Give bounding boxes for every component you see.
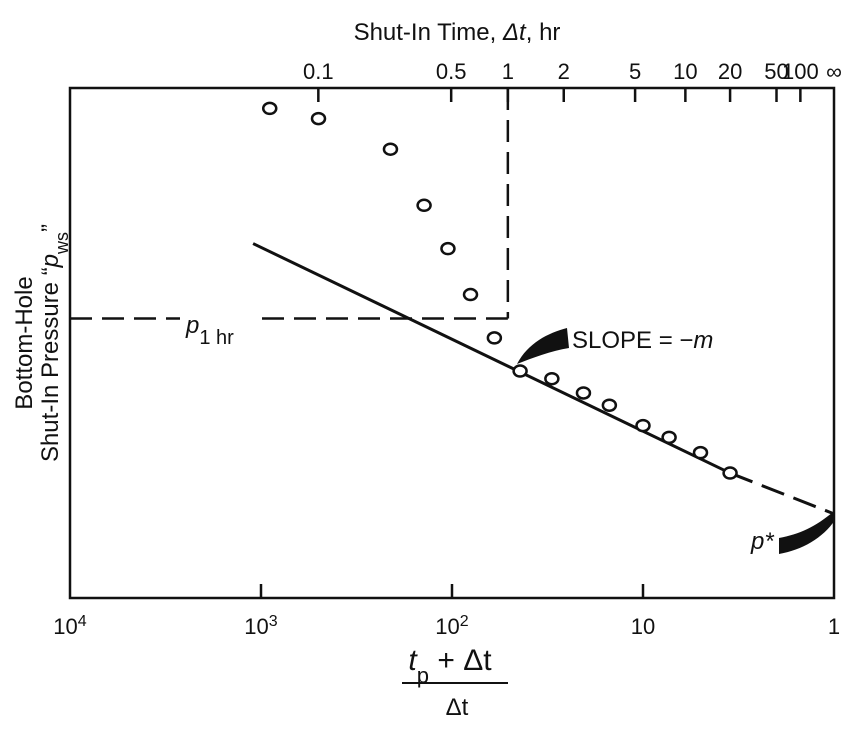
bottom-tick-label: 10 [631,614,655,639]
data-point [575,386,592,400]
data-point [661,430,677,445]
y-axis-title: Bottom-Hole Shut-In Pressure “pws” [11,224,72,462]
top-tick-label: 50 [764,59,788,84]
bottom-tick-label: 104 [53,613,86,640]
top-tick-label: 10 [673,59,697,84]
data-point [512,364,528,378]
p1hr-label: p1 hr [185,312,234,349]
semilog-straight-line [252,242,731,475]
svg-text:Δt: Δt [446,694,469,721]
data-point [486,331,503,345]
top-axis-title: Shut-In Time, Δt, hr [354,19,561,46]
bottom-tick-label: 103 [244,613,277,640]
plot-frame [68,86,836,600]
slope-pointer [517,328,569,364]
top-tick-label: 1 [502,59,514,84]
data-point [310,111,327,126]
data-point [382,142,399,156]
pstar-pointer [779,512,835,554]
svg-text:Shut-In Pressure “pws”: Shut-In Pressure “pws” [37,224,72,462]
data-point [261,101,278,116]
data-point [692,445,709,460]
pstar-label: p* [750,528,774,555]
top-tick-label: 100 [782,59,819,84]
data-point [544,371,560,386]
top-tick-label: 0.5 [436,59,467,84]
data-point [440,241,456,256]
bottom-tick-label: 102 [435,613,468,640]
data-point [722,466,738,480]
bottom-axis-title: tp + Δt Δt [402,644,508,721]
top-tick-label: 20 [718,59,742,84]
data-point [462,287,479,302]
extrapolation-line [729,471,835,516]
data-point [601,398,618,412]
top-tick-label: 2 [558,59,570,84]
svg-text:Bottom-Hole: Bottom-Hole [11,276,38,409]
top-tick-label: 0.1 [303,59,334,84]
data-point [635,418,651,433]
top-tick-label: 5 [629,59,641,84]
slope-label: SLOPE = −m [572,327,713,354]
data-point [416,198,432,213]
bottom-tick-label: 1 [828,614,840,639]
top-tick-label: ∞ [826,59,842,84]
svg-text:tp + Δt: tp + Δt [408,644,492,688]
